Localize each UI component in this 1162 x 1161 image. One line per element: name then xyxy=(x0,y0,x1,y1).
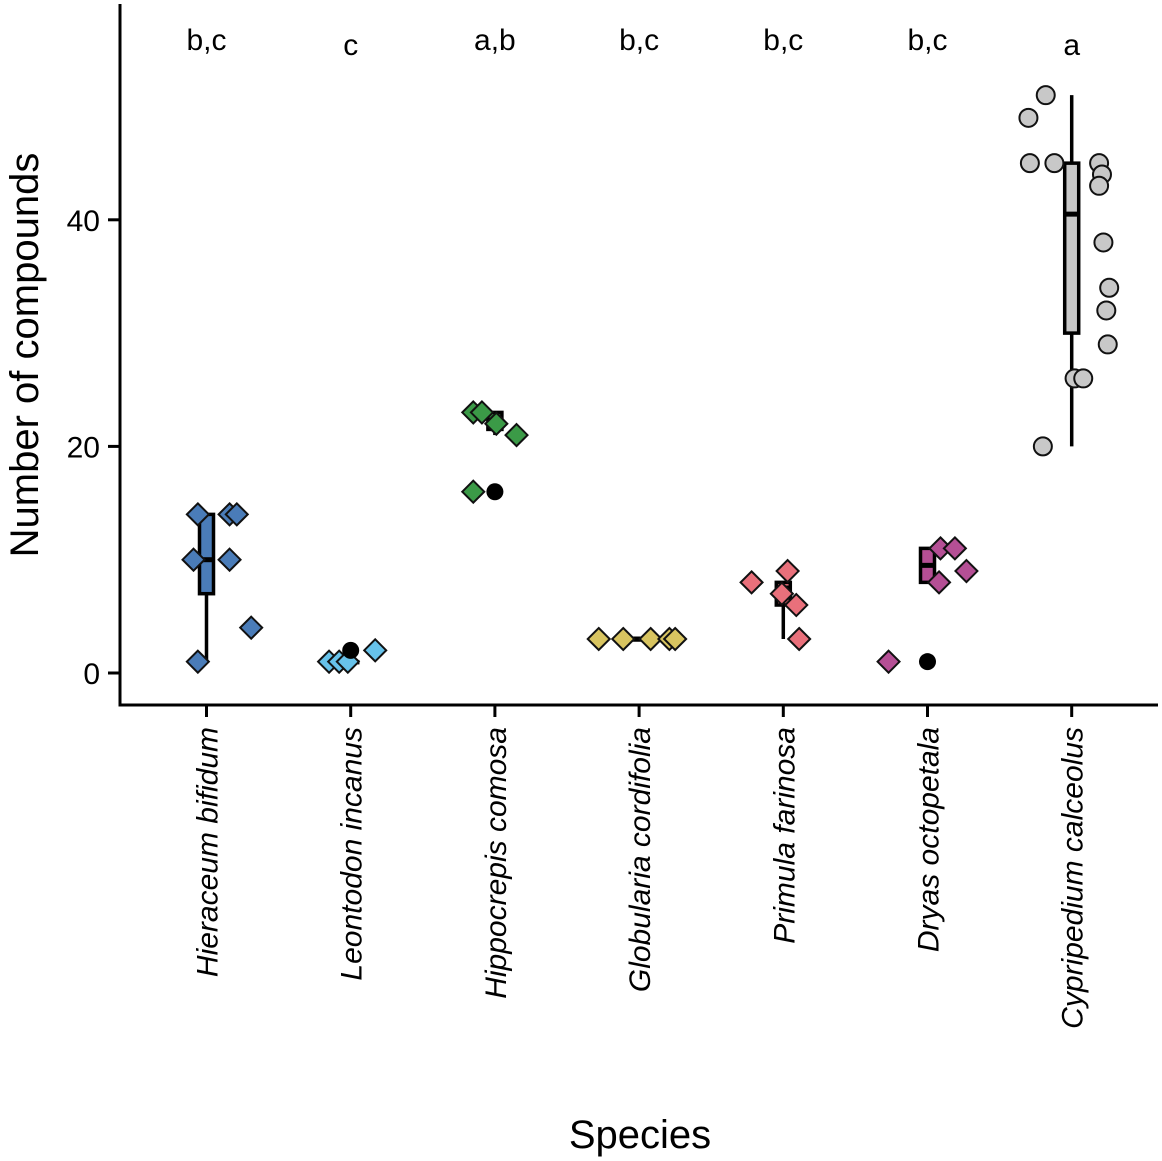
boxplot-box xyxy=(1062,161,1081,335)
boxplot xyxy=(197,512,216,662)
data-point xyxy=(1099,277,1120,298)
data-point xyxy=(469,399,495,425)
data-point xyxy=(769,581,795,607)
data-point xyxy=(1073,368,1094,389)
group-letter: a xyxy=(1063,29,1080,62)
x-ticks: Hieraceum bifidum Leontodon incanus Hippoc… xyxy=(192,705,1090,1029)
data-point xyxy=(1096,300,1117,321)
data-point xyxy=(942,535,968,561)
x-tick-label: Leontodon incanus xyxy=(336,727,369,981)
data-point xyxy=(954,558,979,584)
data-point xyxy=(739,569,764,595)
outlier-point xyxy=(342,641,360,659)
x-tick-label: Primula farinosa xyxy=(768,727,801,944)
group-letter: c xyxy=(343,29,358,62)
data-point xyxy=(586,626,612,652)
data-point xyxy=(876,649,901,675)
group-letter: b,c xyxy=(763,24,803,57)
group-letter: a,b xyxy=(474,24,516,57)
data-point xyxy=(1093,232,1114,253)
data-point xyxy=(483,411,509,437)
x-tick-label: Hieraceum bifidum xyxy=(192,727,225,977)
boxplot xyxy=(918,546,937,585)
x-tick-label: Cypripedium calceolus xyxy=(1057,727,1090,1029)
data-point xyxy=(1044,153,1065,174)
y-ticks: 0 20 40 xyxy=(67,205,120,691)
x-tick-label: Hippocrepis comosa xyxy=(480,727,513,999)
data-point xyxy=(1035,85,1056,106)
data-point xyxy=(460,479,486,505)
data-point xyxy=(224,501,250,527)
x-axis-title: Species xyxy=(569,1113,711,1157)
boxplot-box xyxy=(197,512,216,596)
boxplot xyxy=(1062,95,1081,447)
data-point xyxy=(185,501,211,527)
plot-area xyxy=(118,4,1158,707)
group-letter: b,c xyxy=(907,24,947,57)
group-letters: b,c c a,b b,c b,c b,c a xyxy=(186,24,1080,62)
outlier-point xyxy=(486,483,504,501)
data-point xyxy=(786,626,812,652)
data-point xyxy=(1032,436,1053,457)
y-tick-label: 0 xyxy=(83,658,100,691)
group-letter: b,c xyxy=(619,24,659,57)
data-point xyxy=(1018,107,1039,128)
data-point xyxy=(185,649,211,675)
data-point xyxy=(926,569,952,595)
y-axis-title: Number of compounds xyxy=(3,153,47,558)
data-point xyxy=(638,626,664,652)
data-point xyxy=(217,547,242,573)
outlier-point xyxy=(919,653,936,671)
y-tick-label: 40 xyxy=(67,205,100,238)
data-point xyxy=(238,615,264,641)
data-point xyxy=(1097,334,1118,355)
x-tick-label: Dryas octopetala xyxy=(913,727,946,952)
data-point xyxy=(1089,175,1110,196)
group-letter: b,c xyxy=(186,24,226,57)
data-point xyxy=(362,637,388,663)
data-point xyxy=(504,422,529,448)
data-point xyxy=(181,547,206,573)
data-point xyxy=(783,592,809,618)
x-tick-label: Globularia cordifolia xyxy=(624,727,657,992)
data-point xyxy=(1019,153,1040,174)
data-point xyxy=(775,558,801,584)
y-tick-label: 20 xyxy=(67,431,100,464)
boxplots xyxy=(197,95,1081,665)
data-point xyxy=(610,626,636,652)
data-point xyxy=(662,626,688,652)
data-points xyxy=(181,85,1120,675)
